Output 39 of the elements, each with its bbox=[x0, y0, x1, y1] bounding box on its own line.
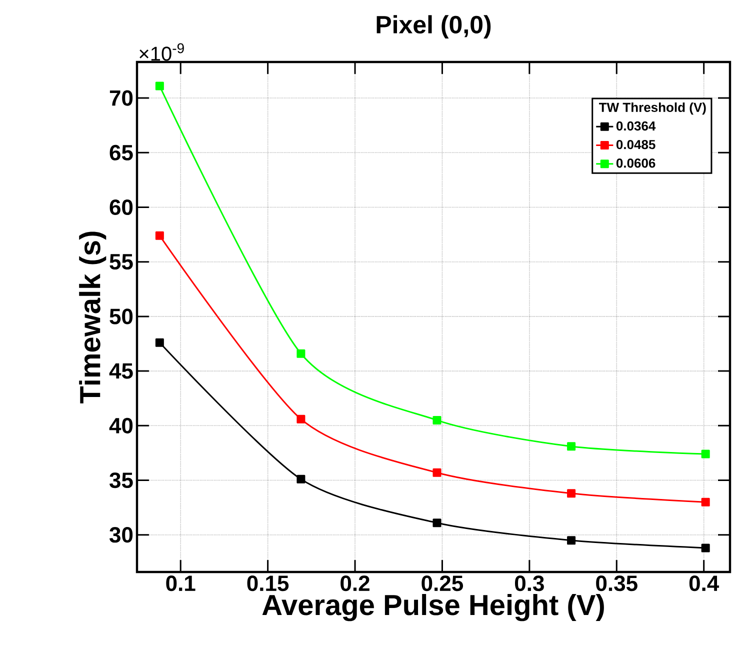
y-tick-label: 55 bbox=[110, 254, 133, 270]
y-tick-label: 70 bbox=[110, 90, 133, 106]
y-tick-label: 40 bbox=[109, 418, 133, 434]
y-tick-label: 35 bbox=[110, 472, 133, 488]
y-tick-label: 45 bbox=[109, 363, 133, 379]
point bbox=[296, 474, 306, 484]
chart-title: Pixel (0,0) bbox=[376, 15, 491, 38]
point bbox=[432, 468, 442, 477]
x-tick-label: 0.2 bbox=[340, 576, 370, 592]
x-tick-label: 0.3 bbox=[515, 576, 544, 592]
y-tick-label: 50 bbox=[110, 308, 133, 324]
point bbox=[155, 338, 164, 347]
legend-title: TW Threshold (V) bbox=[599, 102, 706, 115]
point bbox=[701, 544, 710, 552]
point bbox=[432, 416, 442, 424]
point bbox=[155, 231, 164, 240]
point bbox=[296, 414, 306, 424]
x-tick-label: 0.4 bbox=[689, 576, 720, 592]
text: ×10$^{-9}$ bbox=[140, 43, 184, 61]
point bbox=[155, 82, 164, 90]
point bbox=[701, 450, 710, 458]
legend-label: 0.0485 bbox=[616, 140, 656, 150]
point bbox=[701, 498, 710, 506]
x-tick-label: 0.25 bbox=[422, 576, 464, 592]
y-axis-title: Timewalk (s) bbox=[79, 232, 106, 404]
y-tick-label: 60 bbox=[110, 199, 133, 216]
y-tick-label: 65 bbox=[110, 144, 133, 160]
point bbox=[567, 489, 576, 498]
point bbox=[432, 518, 442, 528]
y-tick-label: 30 bbox=[110, 527, 133, 543]
point bbox=[567, 536, 576, 545]
x-tick-label: 0.35 bbox=[596, 576, 638, 592]
x-tick-label: 0.1 bbox=[166, 576, 196, 592]
point bbox=[567, 442, 576, 451]
x-axis-title: Average Pulse Height (V) bbox=[262, 594, 604, 622]
point bbox=[296, 349, 306, 358]
x-tick-label: 0.15 bbox=[247, 576, 289, 592]
legend-label: 0.0606 bbox=[616, 158, 656, 168]
legend-label: 0.0364 bbox=[616, 121, 656, 131]
